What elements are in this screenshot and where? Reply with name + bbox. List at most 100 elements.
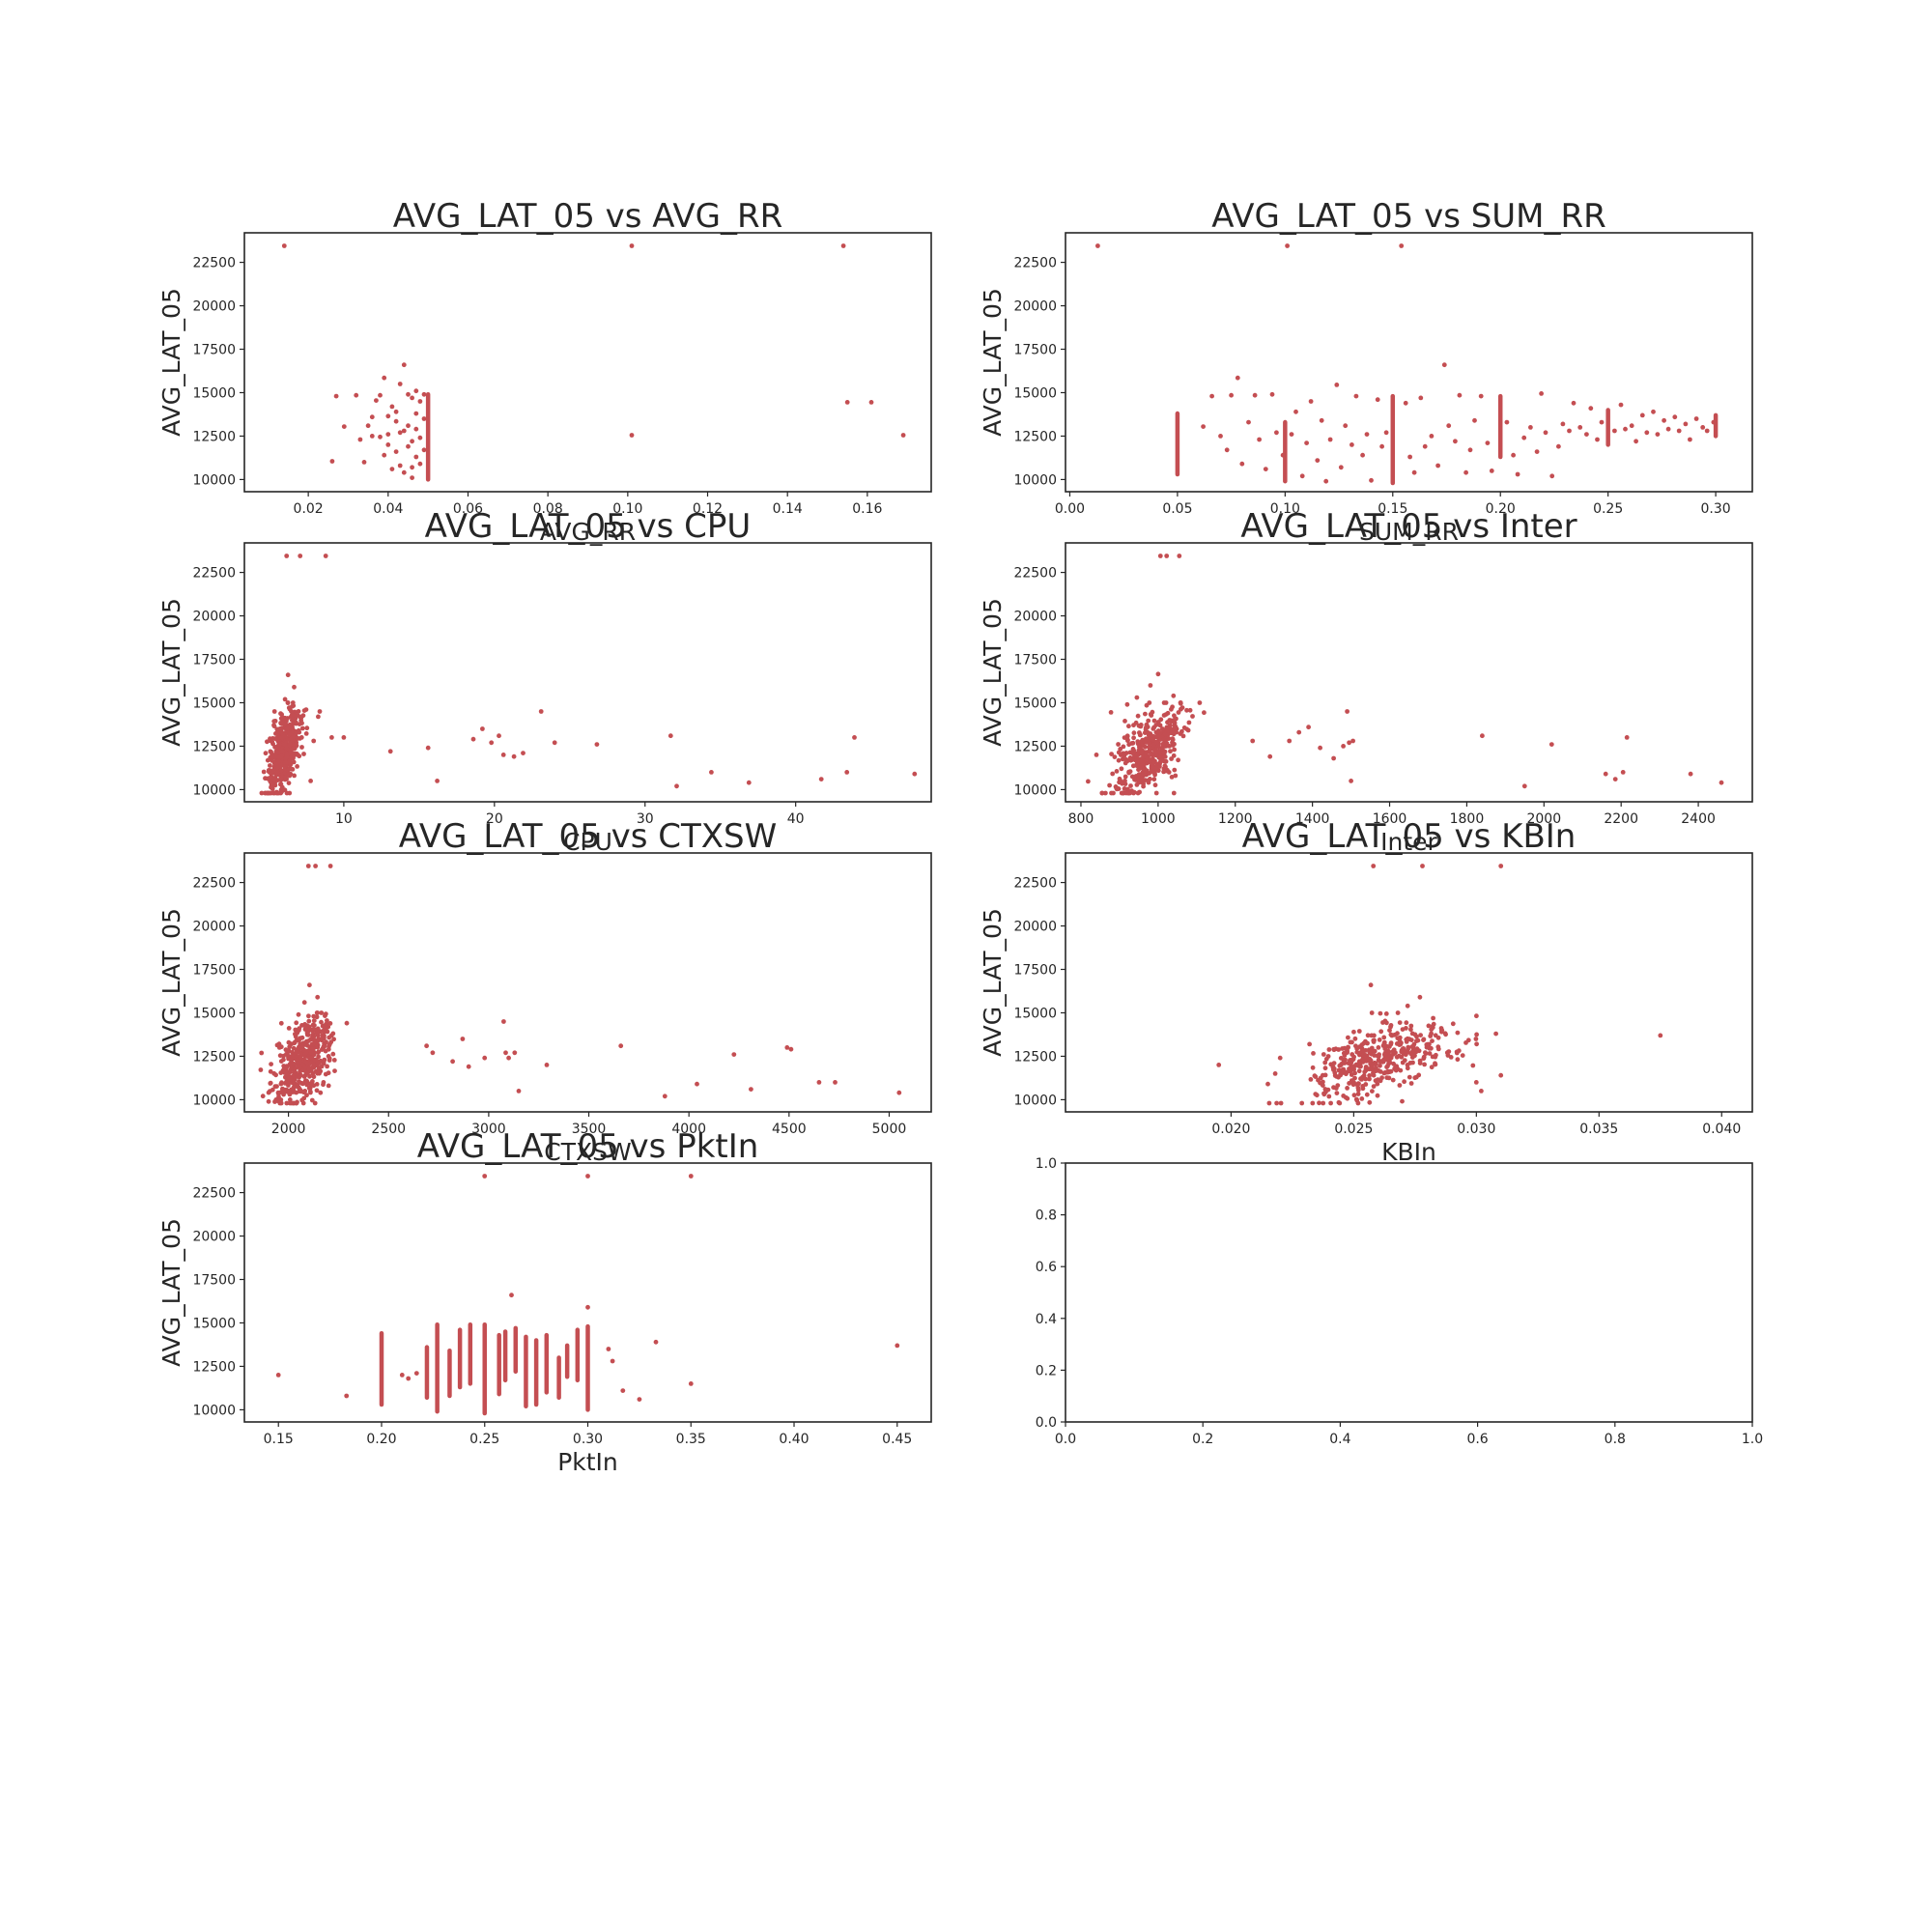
data-point bbox=[1346, 1044, 1350, 1050]
data-point bbox=[1127, 755, 1133, 760]
data-point bbox=[1326, 1094, 1332, 1099]
data-point bbox=[1385, 1048, 1391, 1053]
data-point bbox=[1543, 430, 1548, 436]
data-point bbox=[1411, 469, 1417, 475]
data-point bbox=[1473, 1080, 1479, 1085]
data-point bbox=[1151, 737, 1155, 743]
x-tick-label: 0.12 bbox=[693, 501, 723, 517]
data-point bbox=[1157, 723, 1163, 728]
data-point bbox=[1365, 1033, 1371, 1038]
data-point bbox=[1122, 719, 1127, 724]
data-point bbox=[1322, 1065, 1328, 1071]
data-point bbox=[285, 725, 291, 731]
data-point bbox=[1421, 1056, 1427, 1062]
data-point bbox=[1367, 1073, 1372, 1078]
data-point bbox=[1381, 1035, 1387, 1040]
data-point bbox=[1153, 766, 1159, 771]
x-axis-label: PktIn bbox=[557, 1448, 618, 1476]
data-point bbox=[489, 740, 495, 746]
data-point bbox=[287, 1092, 293, 1097]
x-tick-label: 3000 bbox=[471, 1122, 506, 1137]
data-point bbox=[1176, 710, 1181, 715]
x-tick-label: 0.04 bbox=[373, 501, 403, 517]
data-point bbox=[1639, 412, 1645, 418]
y-axis-label: AVG_LAT_05 bbox=[979, 598, 1007, 747]
data-point bbox=[1296, 729, 1302, 735]
data-point bbox=[1137, 747, 1143, 753]
data-point bbox=[290, 712, 295, 718]
data-point bbox=[521, 751, 526, 755]
y-tick-label: 10000 bbox=[192, 1403, 236, 1418]
data-point bbox=[295, 1099, 299, 1105]
data-point bbox=[1515, 471, 1520, 477]
x-tick-label: 0.15 bbox=[264, 1432, 294, 1447]
axes-frame bbox=[1065, 542, 1753, 803]
data-point bbox=[1352, 1075, 1357, 1081]
x-tick-label: 0.2 bbox=[1192, 1432, 1213, 1447]
data-point bbox=[1431, 1021, 1436, 1027]
data-point bbox=[1416, 1072, 1422, 1078]
data-point bbox=[1388, 1032, 1394, 1037]
data-point bbox=[1478, 393, 1484, 399]
data-point bbox=[1390, 1049, 1396, 1054]
data-point bbox=[1129, 741, 1135, 746]
data-point bbox=[399, 1373, 405, 1378]
data-point bbox=[289, 735, 294, 741]
x-tick-label: 0.35 bbox=[676, 1432, 706, 1447]
data-point bbox=[314, 1088, 320, 1094]
y-axis-label: AVG_LAT_05 bbox=[979, 908, 1007, 1057]
data-point bbox=[1369, 1010, 1375, 1015]
data-point bbox=[1176, 757, 1180, 763]
data-point bbox=[1397, 1020, 1403, 1025]
data-point bbox=[268, 763, 272, 768]
data-point bbox=[406, 443, 411, 449]
data-point bbox=[1142, 767, 1148, 773]
data-point bbox=[1371, 1037, 1377, 1043]
data-point bbox=[1278, 1100, 1284, 1106]
data-point bbox=[1161, 737, 1166, 742]
data-point bbox=[1178, 700, 1183, 706]
data-point bbox=[329, 735, 334, 740]
data-point bbox=[316, 1054, 321, 1060]
data-point bbox=[1216, 1063, 1222, 1067]
data-point bbox=[272, 761, 278, 767]
data-point bbox=[1404, 1020, 1409, 1026]
data-point bbox=[276, 758, 281, 764]
data-point bbox=[314, 1082, 320, 1087]
data-point bbox=[1402, 1079, 1406, 1085]
data-point bbox=[301, 752, 306, 756]
data-point bbox=[1658, 1033, 1663, 1038]
y-tick-label: 17500 bbox=[1013, 343, 1057, 358]
data-point bbox=[310, 1022, 316, 1028]
y-tick-label: 15000 bbox=[192, 1316, 236, 1331]
data-point bbox=[1134, 753, 1140, 758]
data-point bbox=[382, 375, 387, 381]
data-point bbox=[1151, 748, 1157, 753]
data-point bbox=[1360, 1057, 1366, 1063]
data-point bbox=[281, 1092, 286, 1097]
data-point bbox=[1409, 1031, 1415, 1037]
data-point bbox=[1122, 760, 1128, 766]
data-point bbox=[410, 439, 414, 444]
data-point bbox=[1265, 1081, 1270, 1087]
data-point bbox=[1374, 1065, 1378, 1070]
x-tick-label: 0.45 bbox=[882, 1432, 912, 1447]
data-point bbox=[1126, 724, 1131, 729]
axes-frame bbox=[1065, 852, 1753, 1113]
data-point bbox=[1358, 1064, 1363, 1069]
data-point bbox=[1131, 735, 1136, 741]
data-point bbox=[1171, 731, 1177, 737]
data-point bbox=[1369, 1045, 1375, 1051]
data-point bbox=[297, 1079, 301, 1084]
data-point bbox=[277, 1053, 283, 1059]
scatter-points bbox=[1216, 864, 1663, 1106]
data-point bbox=[509, 1293, 514, 1298]
data-point bbox=[1485, 440, 1491, 445]
data-point bbox=[668, 733, 673, 739]
data-point bbox=[1151, 718, 1157, 724]
data-point bbox=[1414, 1038, 1419, 1043]
data-point bbox=[406, 391, 411, 397]
data-point bbox=[1202, 710, 1207, 716]
data-point bbox=[1134, 763, 1140, 768]
data-point bbox=[852, 735, 857, 740]
